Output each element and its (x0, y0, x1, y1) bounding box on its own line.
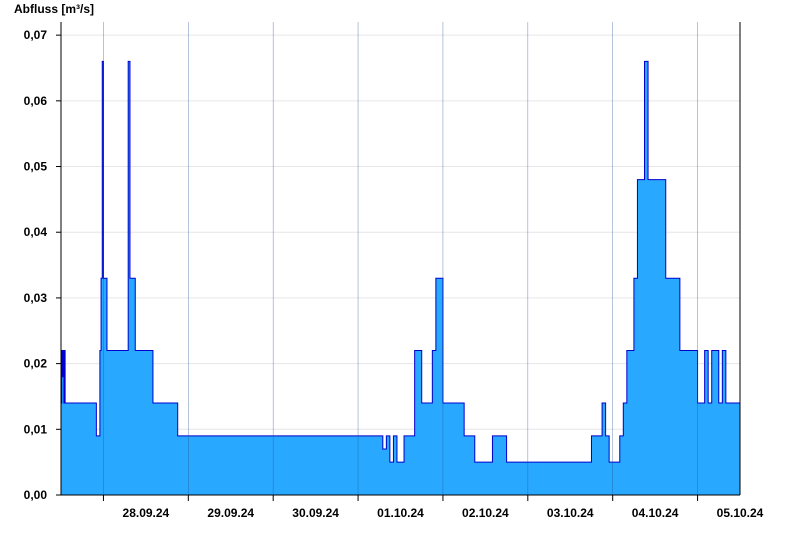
discharge-area (61, 61, 740, 496)
x-tick-label: 29.09.24 (207, 506, 254, 520)
x-tick-label: 03.10.24 (547, 506, 594, 520)
x-tick-label: 01.10.24 (377, 506, 424, 520)
y-tick-label: 0,02 (24, 357, 48, 371)
y-axis-label: Abfluss [m³/s] (14, 2, 94, 16)
x-tick-label: 30.09.24 (292, 506, 339, 520)
y-tick-label: 0,03 (24, 291, 48, 305)
axes: 0,00 0,01 0,02 0,03 0,04 0,05 0,06 0,07 28.09.24… (24, 22, 764, 520)
y-tick-label: 0,07 (24, 28, 48, 42)
grid-lines (61, 34, 740, 430)
x-tick-label: 05.10.24 (717, 506, 764, 520)
y-tick-label: 0,00 (24, 488, 48, 502)
plot-area (61, 22, 740, 496)
y-tick-label: 0,05 (24, 160, 48, 174)
discharge-line (61, 60, 740, 463)
x-tick-label: 04.10.24 (632, 506, 679, 520)
y-tick-label: 0,04 (24, 225, 48, 239)
y-tick-label: 0,06 (24, 94, 48, 108)
x-tick-label: 02.10.24 (462, 506, 509, 520)
x-tick-label: 28.09.24 (123, 506, 170, 520)
y-tick-label: 0,01 (24, 422, 48, 436)
